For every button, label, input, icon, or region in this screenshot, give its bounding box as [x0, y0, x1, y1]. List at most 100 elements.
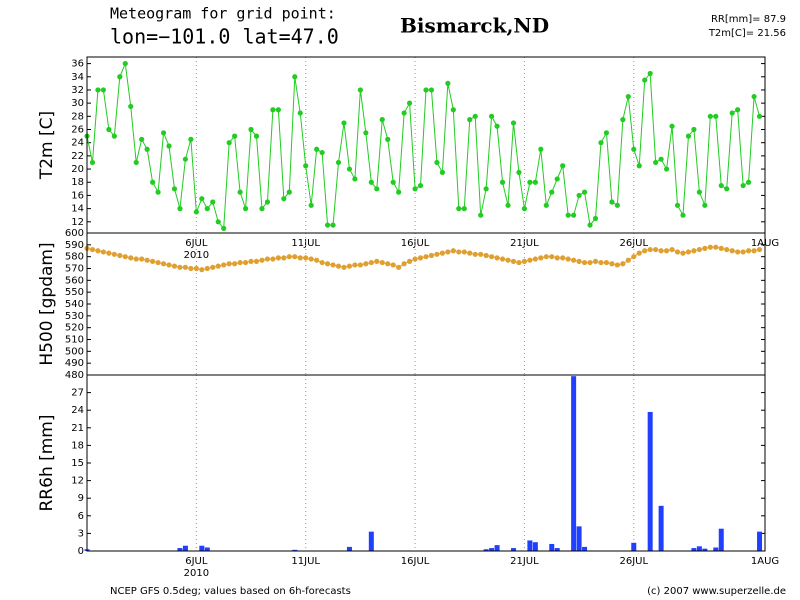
data-point — [204, 265, 210, 272]
data-point — [401, 110, 407, 116]
data-point — [653, 246, 659, 253]
data-point — [592, 258, 599, 264]
data-point — [199, 267, 205, 273]
data-point — [286, 189, 292, 195]
data-point — [412, 186, 418, 192]
data-point — [603, 130, 610, 136]
data-point — [406, 258, 413, 264]
y-tick-label: 6 — [78, 511, 84, 522]
data-point — [489, 113, 495, 119]
data-point — [521, 206, 528, 212]
data-point — [510, 258, 517, 264]
data-point — [346, 263, 353, 269]
data-point — [707, 244, 713, 250]
data-point — [111, 251, 117, 257]
data-point — [341, 264, 347, 270]
data-point — [663, 166, 670, 172]
data-point — [472, 251, 478, 257]
bar — [582, 546, 588, 551]
data-point — [702, 202, 708, 208]
data-point — [281, 196, 287, 202]
y-tick-label: 530 — [65, 311, 84, 322]
x-tick-label: 21JUL — [510, 238, 539, 249]
data-point — [117, 74, 123, 80]
data-point — [139, 136, 145, 142]
data-point — [571, 257, 577, 263]
y-tick-label: 570 — [65, 264, 84, 275]
data-point — [592, 215, 599, 222]
data-point — [483, 186, 489, 192]
data-point — [658, 156, 664, 162]
y-tick-label: 14 — [71, 204, 84, 215]
panel-frame — [86, 374, 766, 552]
data-point — [292, 254, 298, 260]
t2m-mean: T2m[C]= 21.56 — [708, 28, 786, 39]
data-point — [587, 259, 593, 266]
data-point — [379, 259, 385, 266]
data-point — [319, 259, 325, 266]
bar — [658, 505, 664, 551]
data-point — [374, 258, 380, 264]
data-point — [226, 140, 232, 146]
data-point — [352, 262, 358, 268]
data-point — [330, 222, 336, 228]
y-tick-label: 3 — [78, 528, 84, 539]
data-point — [598, 259, 604, 266]
data-point — [445, 249, 451, 255]
x-tick-label: 1AUG — [751, 556, 779, 567]
y-tick-label: 0 — [78, 546, 84, 557]
data-point — [456, 206, 462, 212]
series-line — [86, 61, 761, 230]
data-point — [160, 130, 167, 136]
y-tick-label: 24 — [71, 138, 84, 149]
data-point — [314, 257, 320, 263]
data-point — [150, 258, 156, 264]
data-point — [144, 146, 150, 152]
data-point — [494, 255, 500, 261]
data-point — [669, 246, 675, 253]
data-point — [401, 261, 407, 267]
data-point — [724, 186, 730, 192]
data-point — [581, 189, 588, 195]
data-point — [363, 130, 369, 136]
data-point — [647, 246, 653, 253]
bar — [494, 545, 500, 551]
data-point — [226, 261, 232, 267]
data-point — [674, 202, 681, 208]
data-point — [439, 169, 446, 175]
y-tick-label: 15 — [71, 458, 84, 469]
panel-frame — [86, 56, 766, 234]
y-tick-label: 12 — [71, 217, 84, 228]
data-point — [560, 163, 566, 169]
bar — [691, 548, 697, 551]
data-point — [756, 246, 763, 253]
data-point — [379, 117, 385, 123]
data-point — [461, 249, 467, 255]
x-year-label: 2010 — [184, 250, 209, 261]
data-point — [106, 126, 112, 133]
bar — [631, 542, 637, 551]
footer-right: (c) 2007 www.superzelle.de — [647, 586, 786, 597]
y-tick-label: 12 — [71, 476, 84, 487]
data-point — [128, 103, 134, 110]
data-point — [636, 250, 642, 256]
data-point — [314, 146, 320, 152]
data-point — [571, 212, 577, 218]
data-point — [718, 182, 724, 189]
data-point — [653, 159, 659, 166]
y-tick-label: 480 — [65, 370, 84, 381]
data-point — [210, 199, 216, 205]
data-point — [625, 257, 631, 263]
data-point — [499, 256, 506, 262]
footer-left: NCEP GFS 0.5deg; values based on 6h-fore… — [110, 586, 351, 597]
data-point — [357, 87, 363, 93]
data-point — [543, 202, 549, 208]
data-point — [177, 206, 183, 212]
data-point — [576, 258, 582, 264]
data-point — [368, 179, 374, 185]
data-point — [253, 258, 260, 264]
data-point — [139, 256, 145, 262]
bar — [713, 547, 719, 551]
data-point — [182, 156, 189, 162]
data-point — [674, 249, 681, 255]
